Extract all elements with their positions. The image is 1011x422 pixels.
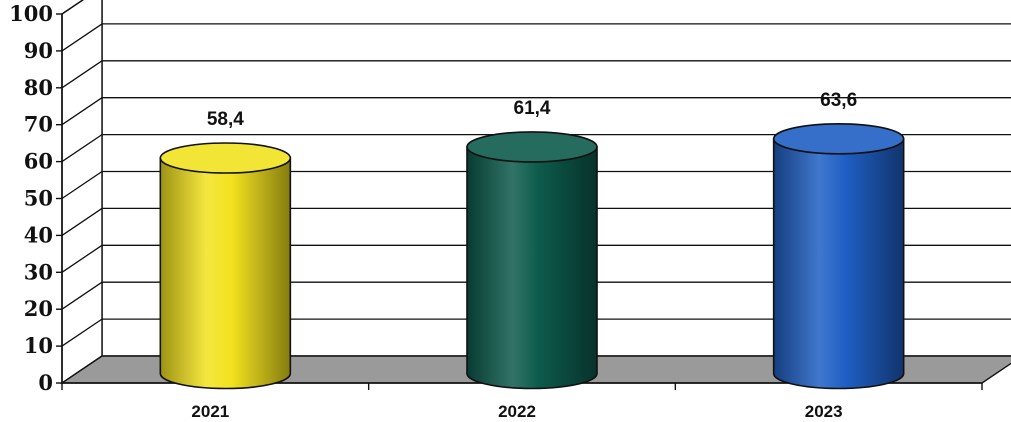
bar-top	[159, 142, 292, 174]
side-wall	[61, 0, 103, 385]
y-tick-label: 60	[24, 149, 53, 174]
data-label: 61,4	[514, 98, 551, 119]
gridline	[61, 0, 84, 15]
gridlines	[61, 0, 1011, 347]
x-tick-label: 2021	[191, 402, 229, 421]
data-label: 58,4	[207, 109, 244, 130]
y-axis-ticks: 0 10 20 30 40 50 60 70 80 90 100	[9, 1, 62, 395]
gridline	[61, 170, 1011, 200]
y-tick-label: 10	[24, 333, 53, 358]
gridline	[61, 133, 1011, 163]
gridline	[61, 23, 1011, 52]
gridline	[61, 97, 1011, 126]
x-tick-label: 2022	[498, 402, 536, 421]
data-label: 63,6	[820, 90, 857, 111]
bar-2023	[772, 123, 905, 390]
bar-body	[159, 157, 292, 390]
bar-top	[772, 123, 905, 155]
data-labels: 58,4 61,4 63,6	[207, 90, 857, 130]
y-tick-label: 100	[9, 1, 53, 26]
bar-body	[772, 138, 905, 390]
gridline	[61, 207, 1011, 236]
y-tick-label: 20	[24, 296, 53, 321]
y-tick-label: 0	[38, 370, 53, 395]
gridline	[61, 244, 1011, 273]
y-tick-label: 40	[24, 222, 53, 247]
bar-body	[466, 146, 598, 390]
y-tick-label: 80	[24, 75, 53, 100]
y-tick-label: 90	[24, 38, 53, 63]
category-labels: 2021 2022 2023	[191, 402, 842, 421]
y-tick-label: 70	[24, 112, 53, 137]
gridline	[61, 318, 1011, 347]
gridline	[61, 281, 1011, 310]
y-tick-label: 30	[24, 259, 53, 284]
bar-2021	[159, 142, 292, 390]
bar-2022	[466, 131, 598, 390]
x-tick-label: 2023	[805, 402, 843, 421]
bar-top	[466, 131, 598, 163]
gridline	[61, 60, 1011, 89]
bars	[159, 123, 905, 390]
y-tick-label: 50	[24, 186, 53, 211]
